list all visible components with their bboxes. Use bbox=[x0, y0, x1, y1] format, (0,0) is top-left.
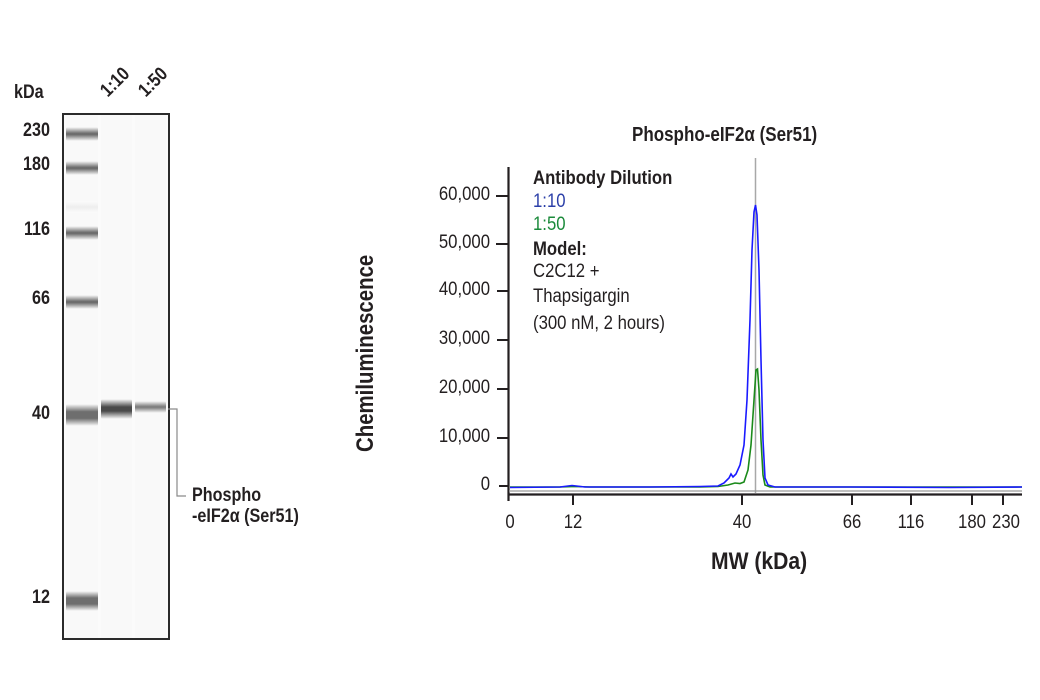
mw-marker-230: 230 bbox=[23, 120, 50, 141]
target-band-lane-1 bbox=[101, 399, 132, 419]
y-ticks bbox=[496, 195, 508, 487]
y-tick-50000: 50,000 bbox=[438, 232, 490, 253]
legend-model-line-3: (300 nM, 2 hours) bbox=[533, 313, 665, 334]
legend-model-line-2: Thapsigargin bbox=[533, 286, 630, 307]
x-tick-180: 180 bbox=[958, 512, 986, 533]
y-tick-0: 0 bbox=[480, 474, 490, 495]
blot-unit-label: kDa bbox=[14, 82, 44, 103]
x-tick-66: 66 bbox=[842, 512, 862, 533]
y-tick-40000: 40,000 bbox=[438, 279, 490, 300]
target-band-lane-2 bbox=[135, 401, 166, 413]
ladder-band-66 bbox=[66, 295, 98, 309]
x-tick-12: 12 bbox=[563, 512, 583, 533]
series-1-10 bbox=[509, 204, 1023, 489]
ladder-band-faint bbox=[66, 201, 98, 213]
x-ticks bbox=[572, 494, 1004, 505]
y-tick-10000: 10,000 bbox=[438, 426, 490, 447]
mw-marker-66: 66 bbox=[32, 288, 50, 309]
x-tick-0: 0 bbox=[505, 512, 515, 533]
x-tick-230: 230 bbox=[992, 512, 1020, 533]
target-bracket bbox=[168, 408, 186, 497]
target-label: Phospho -eIF2α (Ser51) bbox=[192, 485, 299, 527]
x-tick-116: 116 bbox=[897, 512, 925, 533]
legend-title: Antibody Dilution bbox=[533, 168, 673, 189]
chart-title: Phospho-eIF2α (Ser51) bbox=[632, 124, 818, 146]
y-tick-20000: 20,000 bbox=[438, 377, 490, 398]
mw-marker-180: 180 bbox=[23, 154, 50, 175]
mw-marker-40: 40 bbox=[32, 403, 50, 424]
ladder-band-12 bbox=[66, 591, 98, 611]
x-tick-40: 40 bbox=[732, 512, 752, 533]
series-1-50 bbox=[510, 367, 1022, 488]
target-label-line2: -eIF2α (Ser51) bbox=[192, 506, 299, 527]
y-tick-30000: 30,000 bbox=[438, 328, 490, 349]
legend-model-title: Model: bbox=[533, 239, 587, 260]
chart-legend: Antibody Dilution 1:10 1:50 Model: C2C12… bbox=[533, 167, 672, 337]
ladder-lane bbox=[66, 115, 98, 638]
ladder-band-180 bbox=[66, 161, 98, 175]
sample-lane-1 bbox=[101, 115, 132, 638]
target-label-line1: Phospho bbox=[192, 485, 262, 506]
blot-image bbox=[62, 113, 170, 640]
ladder-band-230 bbox=[66, 127, 98, 141]
x-axis-label: MW (kDa) bbox=[711, 548, 808, 575]
y-tick-60000: 60,000 bbox=[438, 184, 490, 205]
ladder-band-40 bbox=[66, 404, 98, 426]
mw-marker-116: 116 bbox=[23, 219, 50, 240]
mw-marker-12: 12 bbox=[32, 587, 50, 608]
legend-entry-1-50: 1:50 bbox=[533, 214, 566, 235]
legend-model-line-1: C2C12 + bbox=[533, 261, 600, 282]
ladder-band-116 bbox=[66, 226, 98, 240]
sample-lane-2 bbox=[135, 115, 166, 638]
legend-entry-1-10: 1:10 bbox=[533, 191, 566, 212]
